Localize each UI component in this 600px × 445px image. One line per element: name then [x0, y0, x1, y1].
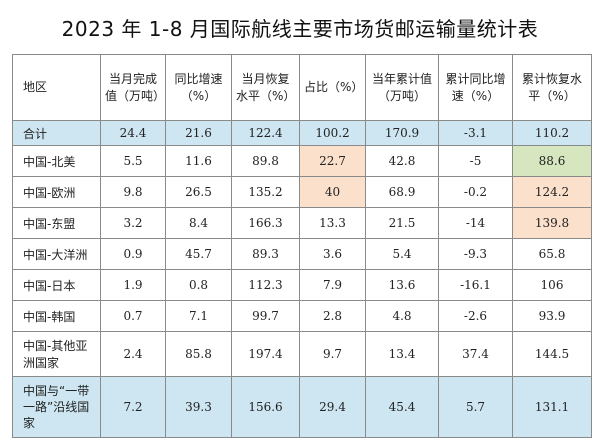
row-label: 中国-东盟: [12, 207, 101, 239]
table-row-total: 合计 24.4 21.6 122.4 100.2 170.9 -3.1 110.…: [12, 120, 592, 146]
table-cell: 45.4: [365, 376, 439, 438]
table-cell: 122.4: [231, 120, 300, 146]
table-cell: -5: [438, 145, 513, 177]
table-cell: 45.7: [165, 238, 232, 270]
table-row: 中国-东盟 3.2 8.4 166.3 13.3 21.5 -14 139.8: [12, 207, 592, 239]
table-cell-highlight: 88.6: [512, 145, 592, 177]
table-cell: 4.8: [365, 300, 439, 332]
header-cumulative-growth: 累计同比增速（%）: [438, 54, 513, 121]
table-row: 中国-日本 1.9 0.8 112.3 7.9 13.6 -16.1 106: [12, 269, 592, 301]
table-cell: 21.6: [165, 120, 232, 146]
table-cell: 13.4: [365, 331, 439, 377]
table-cell: 39.3: [165, 376, 232, 438]
table-cell-highlight: 22.7: [299, 145, 366, 177]
header-row: 地区 当月完成值（万吨） 同比增速（%） 当月恢复水平（%） 占比（%） 当年累…: [12, 54, 592, 121]
table-cell: 2.4: [100, 331, 166, 377]
table-cell: 0.7: [100, 300, 166, 332]
table-cell: -16.1: [438, 269, 513, 301]
table-cell: 7.2: [100, 376, 166, 438]
table-cell: 135.2: [231, 176, 300, 208]
row-label: 中国-日本: [12, 269, 101, 301]
table-cell: 5.4: [365, 238, 439, 270]
table-cell: 5.5: [100, 145, 166, 177]
table-cell: 42.8: [365, 145, 439, 177]
header-yoy-growth: 同比增速（%）: [165, 54, 232, 121]
table-cell: 106: [512, 269, 592, 301]
table-cell-highlight: 124.2: [512, 176, 592, 208]
table-cell: 68.9: [365, 176, 439, 208]
row-label: 中国-大洋洲: [12, 238, 101, 270]
table-cell: 37.4: [438, 331, 513, 377]
table-row: 中国-大洋洲 0.9 45.7 89.3 3.6 5.4 -9.3 65.8: [12, 238, 592, 270]
table-row: 中国-欧洲 9.8 26.5 135.2 40 68.9 -0.2 124.2: [12, 176, 592, 208]
table-cell: 2.8: [299, 300, 366, 332]
table-cell-highlight: 139.8: [512, 207, 592, 239]
header-monthly-value: 当月完成值（万吨）: [100, 54, 166, 121]
table-cell: 21.5: [365, 207, 439, 239]
table-cell: 11.6: [165, 145, 232, 177]
table-title: 2023 年 1-8 月国际航线主要市场货邮运输量统计表: [61, 16, 539, 41]
table-cell: 85.8: [165, 331, 232, 377]
table-cell: 156.6: [231, 376, 300, 438]
table-cell: 170.9: [365, 120, 439, 146]
table-cell: 5.7: [438, 376, 513, 438]
table-row: 中国-其他亚洲国家 2.4 85.8 197.4 9.7 13.4 37.4 1…: [12, 331, 592, 377]
table-cell: 7.1: [165, 300, 232, 332]
table-cell: 8.4: [165, 207, 232, 239]
table-cell: 1.9: [100, 269, 166, 301]
table-cell: 24.4: [100, 120, 166, 146]
table-cell: -0.2: [438, 176, 513, 208]
table-cell: 110.2: [512, 120, 592, 146]
table-cell: -14: [438, 207, 513, 239]
table-cell: -2.6: [438, 300, 513, 332]
stats-table: 地区 当月完成值（万吨） 同比增速（%） 当月恢复水平（%） 占比（%） 当年累…: [12, 54, 592, 438]
row-label: 中国-其他亚洲国家: [12, 331, 101, 377]
row-label: 中国-北美: [12, 145, 101, 177]
row-label: 合计: [12, 120, 101, 146]
table-cell: 166.3: [231, 207, 300, 239]
table-cell: 144.5: [512, 331, 592, 377]
table-row: 中国-韩国 0.7 7.1 99.7 2.8 4.8 -2.6 93.9: [12, 300, 592, 332]
table-cell-highlight: 40: [299, 176, 366, 208]
header-cumulative-recovery: 累计恢复水平（%）: [512, 54, 592, 121]
header-region: 地区: [12, 54, 101, 121]
row-label: 中国-韩国: [12, 300, 101, 332]
table-cell: 0.8: [165, 269, 232, 301]
table-cell: 0.9: [100, 238, 166, 270]
table-row: 中国-北美 5.5 11.6 89.8 22.7 42.8 -5 88.6: [12, 145, 592, 177]
table-cell: 93.9: [512, 300, 592, 332]
table-cell: 26.5: [165, 176, 232, 208]
header-monthly-recovery: 当月恢复水平（%）: [231, 54, 300, 121]
table-cell: 7.9: [299, 269, 366, 301]
table-cell: 13.6: [365, 269, 439, 301]
table-cell: -3.1: [438, 120, 513, 146]
table-cell: 13.3: [299, 207, 366, 239]
table-cell: 197.4: [231, 331, 300, 377]
table-cell: 29.4: [299, 376, 366, 438]
table-cell: 89.8: [231, 145, 300, 177]
table-cell: 99.7: [231, 300, 300, 332]
row-label: 中国-欧洲: [12, 176, 101, 208]
table-cell: 9.7: [299, 331, 366, 377]
table-cell: 112.3: [231, 269, 300, 301]
header-share: 占比（%）: [299, 54, 366, 121]
table-row-belt-road: 中国与“一带一路”沿线国家 7.2 39.3 156.6 29.4 45.4 5…: [12, 376, 592, 438]
table-cell: 3.2: [100, 207, 166, 239]
table-cell: 65.8: [512, 238, 592, 270]
table-cell: -9.3: [438, 238, 513, 270]
row-label: 中国与“一带一路”沿线国家: [12, 376, 101, 438]
table-cell: 89.3: [231, 238, 300, 270]
table-cell: 3.6: [299, 238, 366, 270]
header-cumulative-value: 当年累计值（万吨）: [365, 54, 439, 121]
table-cell: 9.8: [100, 176, 166, 208]
table-cell: 131.1: [512, 376, 592, 438]
table-cell: 100.2: [299, 120, 366, 146]
